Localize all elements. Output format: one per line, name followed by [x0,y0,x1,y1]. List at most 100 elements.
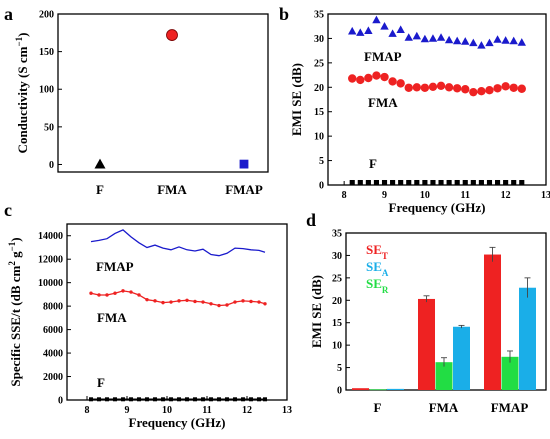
data-point-fma [161,300,165,305]
data-point-f [446,179,452,186]
panel-label-c: c [4,200,12,220]
data-point-fmap [517,38,526,46]
y-tick-label: 30 [314,34,324,45]
data-point-fma [356,75,365,85]
plot-frame [57,13,269,173]
data-point-f [209,397,213,402]
category-label-fmap: FMAP [225,182,263,197]
data-point-fma [388,77,397,86]
data-point-fma [461,85,470,94]
data-point-fmap [436,33,446,41]
series-label-fma: FMA [97,310,127,325]
category-label-f: F [96,182,104,197]
data-point-f [398,179,404,186]
panel-a: 0 50 100 150 200 F FMA FMAP Conductivity (S cm−1… [4,4,269,197]
data-point-f [365,179,371,186]
data-point-fmap [444,35,454,44]
bar-fmap-sea [519,287,536,390]
y-tick-label: 15 [314,107,324,118]
y-tick-label: 30 [332,251,342,262]
x-tick-label: 9 [125,405,130,416]
y-tick-label: 12000 [38,255,63,266]
data-point-fma [145,297,149,302]
x-tick-label: 8 [342,190,347,201]
data-point-f [225,397,229,402]
data-point-fma [372,71,381,80]
data-point-fma [105,293,109,297]
data-point-f [454,179,460,186]
data-point-fma [137,293,141,297]
data-point-fma [477,86,486,96]
data-point-fmap [452,36,462,45]
y-tick-label: 0 [49,160,54,171]
data-point-fma [177,299,181,303]
data-point-fmap [404,33,413,41]
data-point-fma [380,72,389,82]
x-tick-label: 13 [541,190,550,201]
data-point-fmap [380,22,389,30]
category-label-fma: FMA [157,182,187,197]
data-point-fma [89,291,93,295]
data-point-fma [493,84,502,93]
data-point-f [153,397,157,402]
data-point-f [381,179,388,186]
data-point-fma [485,86,494,95]
series-label-fmap: FMAP [96,259,134,274]
data-point-f [390,179,396,186]
y-tick-label: 150 [39,47,54,58]
data-point-fma [404,83,413,92]
data-point-f [105,397,109,402]
data-point-fma [428,82,438,91]
panel-label-a: a [4,4,13,24]
data-point-f [169,397,173,402]
legend-entry-sea: SEA [366,259,389,278]
data-point-fmap [485,38,494,47]
data-point-f [241,397,245,402]
data-point-fmap [420,34,430,43]
y-tick-label: 5 [319,156,324,167]
data-point-f [177,397,181,402]
data-point-fma [185,298,189,302]
y-tick-label: 10000 [38,278,63,289]
y-tick-label: 200 [39,10,54,21]
data-point-f [349,179,355,186]
series-label-fmap: FMAP [364,49,402,64]
data-point-fma [348,74,357,83]
data-point-fmap [461,37,470,45]
data-point-fma [166,29,178,41]
plot-frame [327,13,547,186]
data-point-fma [257,300,261,304]
data-point-fma [420,83,430,92]
x-tick-label: 11 [202,405,211,416]
data-point-f [257,397,261,402]
data-point-fmap [509,36,518,45]
bar-fmap-set [484,254,501,390]
category-label-f: F [374,400,382,415]
bar-fma-sea [453,326,470,390]
data-point-fma [452,84,462,93]
data-point-f [185,397,189,402]
series-line-fmap [90,229,266,257]
data-point-fma [217,303,221,308]
y-tick-label: 25 [314,58,324,69]
data-point-f [89,397,93,402]
y-tick-label: 0 [337,386,342,397]
data-point-fma [364,73,373,83]
data-point-fma [193,299,197,304]
y-tick-label: 2000 [43,372,63,383]
bar-f-set [352,388,369,390]
category-label-fmap: FMAP [491,400,529,415]
y-tick-label: 0 [319,181,324,192]
data-point-f [263,397,267,402]
y-tick-label: 6000 [43,325,63,336]
legend-entry-ser: SER [366,276,389,295]
data-point-fma [249,299,253,304]
data-point-fma [113,291,117,295]
x-tick-label: 13 [282,405,292,416]
series-label-f: F [369,156,377,171]
data-point-fmap [239,159,249,169]
x-tick-label: 11 [461,190,470,201]
y-tick-label: 14000 [38,231,63,242]
data-point-fmap [364,26,373,34]
y-tick-label: 10 [332,341,342,352]
